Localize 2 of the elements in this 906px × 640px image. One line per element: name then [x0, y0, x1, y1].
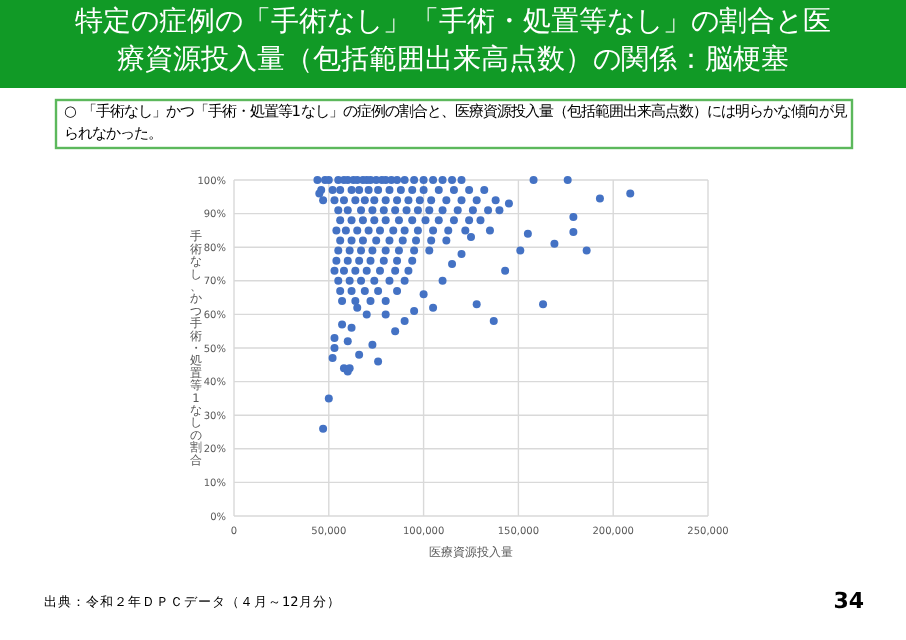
chart-title: 特定の症例の「手術なし」「手術・処置等なし」の割合と医療資源投入量（包括範囲出来高点数）の関係：脳梗塞	[73, 4, 833, 80]
text: 34	[833, 588, 865, 614]
